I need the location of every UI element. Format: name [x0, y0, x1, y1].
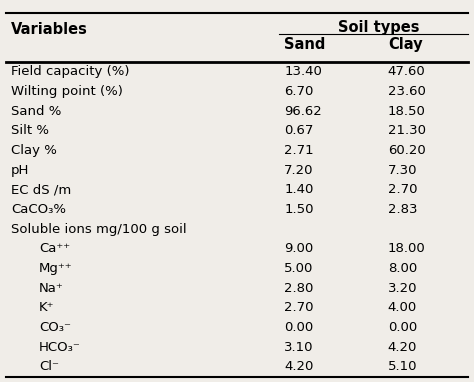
Text: K⁺: K⁺ — [39, 301, 55, 314]
Text: 5.00: 5.00 — [284, 262, 313, 275]
Text: Soil types: Soil types — [337, 20, 419, 36]
Text: 2.70: 2.70 — [388, 183, 417, 196]
Text: Mg⁺⁺: Mg⁺⁺ — [39, 262, 73, 275]
Text: 0.00: 0.00 — [388, 321, 417, 334]
Text: Silt %: Silt % — [11, 125, 49, 138]
Text: Na⁺: Na⁺ — [39, 282, 64, 295]
Text: 13.40: 13.40 — [284, 65, 322, 78]
Text: 4.20: 4.20 — [284, 361, 313, 374]
Text: 2.70: 2.70 — [284, 301, 314, 314]
Text: Field capacity (%): Field capacity (%) — [11, 65, 129, 78]
Text: 3.10: 3.10 — [284, 341, 314, 354]
Text: 0.67: 0.67 — [284, 125, 313, 138]
Text: 2.80: 2.80 — [284, 282, 313, 295]
Text: Cl⁻: Cl⁻ — [39, 361, 59, 374]
Text: 21.30: 21.30 — [388, 125, 426, 138]
Text: Clay: Clay — [388, 37, 422, 52]
Text: 6.70: 6.70 — [284, 85, 313, 98]
Text: 5.10: 5.10 — [388, 361, 417, 374]
Text: pH: pH — [11, 164, 29, 177]
Text: 18.50: 18.50 — [388, 105, 426, 118]
Text: 4.20: 4.20 — [388, 341, 417, 354]
Text: 60.20: 60.20 — [388, 144, 426, 157]
Text: 96.62: 96.62 — [284, 105, 322, 118]
Text: 8.00: 8.00 — [388, 262, 417, 275]
Text: 23.60: 23.60 — [388, 85, 426, 98]
Text: Sand: Sand — [284, 37, 326, 52]
Text: 7.30: 7.30 — [388, 164, 417, 177]
Text: Wilting point (%): Wilting point (%) — [11, 85, 123, 98]
Text: Soluble ions mg/100 g soil: Soluble ions mg/100 g soil — [11, 223, 186, 236]
Text: CO₃⁻: CO₃⁻ — [39, 321, 71, 334]
Text: 2.71: 2.71 — [284, 144, 314, 157]
Text: 47.60: 47.60 — [388, 65, 426, 78]
Text: Variables: Variables — [11, 22, 88, 37]
Text: 1.50: 1.50 — [284, 203, 314, 216]
Text: EC dS /m: EC dS /m — [11, 183, 71, 196]
Text: CaCO₃%: CaCO₃% — [11, 203, 66, 216]
Text: 4.00: 4.00 — [388, 301, 417, 314]
Text: 9.00: 9.00 — [284, 243, 313, 256]
Text: 7.20: 7.20 — [284, 164, 314, 177]
Text: Clay %: Clay % — [11, 144, 57, 157]
Text: 0.00: 0.00 — [284, 321, 313, 334]
Text: 1.40: 1.40 — [284, 183, 313, 196]
Text: 2.83: 2.83 — [388, 203, 417, 216]
Text: 3.20: 3.20 — [388, 282, 417, 295]
Text: Ca⁺⁺: Ca⁺⁺ — [39, 243, 70, 256]
Text: HCO₃⁻: HCO₃⁻ — [39, 341, 81, 354]
Text: Sand %: Sand % — [11, 105, 61, 118]
Text: 18.00: 18.00 — [388, 243, 426, 256]
